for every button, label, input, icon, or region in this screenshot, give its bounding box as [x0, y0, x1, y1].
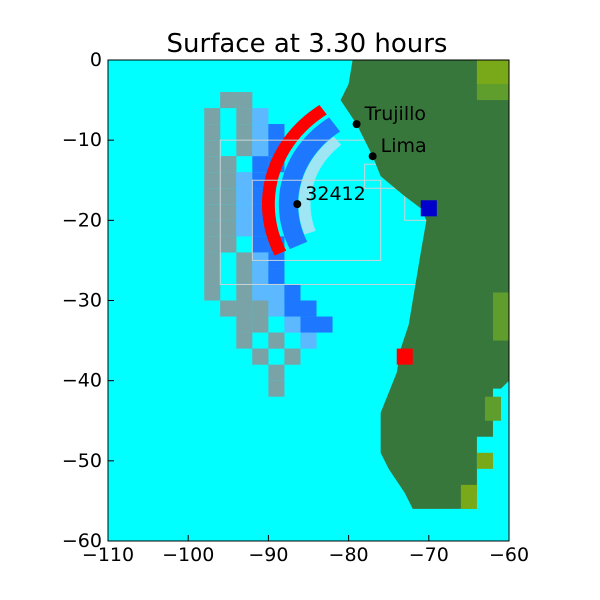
ring-cell-0 [236, 124, 253, 141]
chart-title: Surface at 3.30 hours [167, 29, 448, 59]
grid-patch-1 [251, 179, 382, 261]
ring-cell-1 [252, 348, 269, 365]
ring-cell-2 [252, 108, 269, 125]
ring-cell-1 [236, 332, 253, 349]
ring-cell-0 [236, 252, 253, 269]
ring-cell-1 [204, 204, 221, 221]
location-label: 32412 [305, 183, 365, 205]
ring-cell-2 [268, 284, 285, 301]
ring-cell-2 [236, 220, 253, 237]
y-tick-label: −30 [62, 290, 102, 312]
location-label: Lima [381, 135, 427, 157]
ring-cell-0 [236, 92, 253, 109]
ring-cell-2 [236, 188, 253, 205]
ring-cell-3 [252, 156, 269, 173]
x-tick-label: −110 [82, 544, 134, 566]
ring-cell-1 [268, 380, 285, 397]
y-tick-label: −50 [62, 450, 102, 472]
x-axis: −110 −100 −90 −80 −70 −60 [82, 535, 529, 566]
ring-cell-1 [204, 172, 221, 189]
ring-cell-3 [252, 236, 269, 253]
ring-cell-1 [204, 284, 221, 301]
ring-cell-0 [236, 108, 253, 125]
ring-cell-2 [252, 140, 269, 157]
y-tick-label: −60 [62, 530, 102, 552]
land-region [340, 60, 509, 509]
ring-cell-1 [204, 220, 221, 237]
ring-cell-3 [300, 300, 317, 317]
location-marker [368, 152, 377, 161]
x-tick-label: −70 [409, 544, 449, 566]
land-highlight-3 [476, 452, 493, 469]
location-marker [352, 120, 361, 129]
ring-cell-0 [284, 348, 301, 365]
ring-cell-0 [236, 268, 253, 285]
ring-cell-1 [204, 124, 221, 141]
wave-cell-0 [396, 348, 413, 365]
ring-cell-0 [236, 140, 253, 157]
ring-cell-1 [268, 364, 285, 381]
ring-cell-1 [204, 268, 221, 285]
ring-cell-0 [252, 316, 269, 333]
x-tick-label: −60 [489, 544, 529, 566]
ring-cell-1 [204, 188, 221, 205]
ring-cell-2 [300, 332, 317, 349]
ring-cell-2 [252, 124, 269, 141]
trough-faint-band [298, 136, 342, 235]
ring-cell-0 [220, 188, 237, 205]
ring-cell-2 [252, 284, 269, 301]
x-tick-label: −100 [162, 544, 214, 566]
trough-band [278, 117, 341, 250]
ring-cell-1 [204, 108, 221, 125]
ring-cell-0 [268, 332, 285, 349]
x-tick-label: −80 [329, 544, 369, 566]
ring-cell-2 [284, 316, 301, 333]
y-tick-label: −20 [62, 209, 102, 231]
y-tick-label: 0 [90, 49, 102, 71]
ring-cell-0 [220, 236, 237, 253]
ring-cell-1 [204, 252, 221, 269]
land-highlight-1 [476, 60, 509, 85]
ring-cell-1 [204, 156, 221, 173]
ring-cell-2 [236, 204, 253, 221]
ring-cell-0 [236, 300, 253, 317]
y-tick-label: −10 [62, 129, 102, 151]
ring-cell-1 [204, 236, 221, 253]
ring-cell-3 [268, 124, 285, 141]
ring-cell-2 [252, 268, 269, 285]
ring-cell-2 [268, 300, 285, 317]
ring-cell-1 [204, 140, 221, 157]
plot-area [204, 60, 509, 509]
map-points: Trujillo Lima 32412 [293, 103, 427, 209]
ring-cell-0 [220, 220, 237, 237]
ring-cell-2 [236, 172, 253, 189]
y-axis: 0 −10 −20 −30 −40 −50 −60 [62, 49, 114, 552]
ring-cell-1 [220, 92, 237, 109]
wave-cell-1 [420, 200, 437, 217]
y-tick-label: −40 [62, 370, 102, 392]
land-highlight-5 [460, 484, 477, 509]
location-marker [293, 200, 302, 209]
ring-cell-0 [220, 204, 237, 221]
ring-cell-1 [236, 316, 253, 333]
x-tick-label: −90 [248, 544, 288, 566]
ring-cell-0 [252, 300, 269, 317]
ring-cell-3 [268, 268, 285, 285]
ring-cell-3 [316, 316, 333, 333]
land-highlight-2 [492, 292, 509, 341]
ring-cell-0 [236, 284, 253, 301]
land-highlight-4 [484, 396, 501, 421]
ring-cell-0 [220, 172, 237, 189]
ring-cell-3 [284, 300, 301, 317]
ring-cell-3 [300, 316, 317, 333]
ring-cell-3 [284, 284, 301, 301]
location-label: Trujillo [364, 103, 426, 125]
ring-cell-1 [220, 300, 237, 317]
ring-cell-0 [220, 156, 237, 173]
